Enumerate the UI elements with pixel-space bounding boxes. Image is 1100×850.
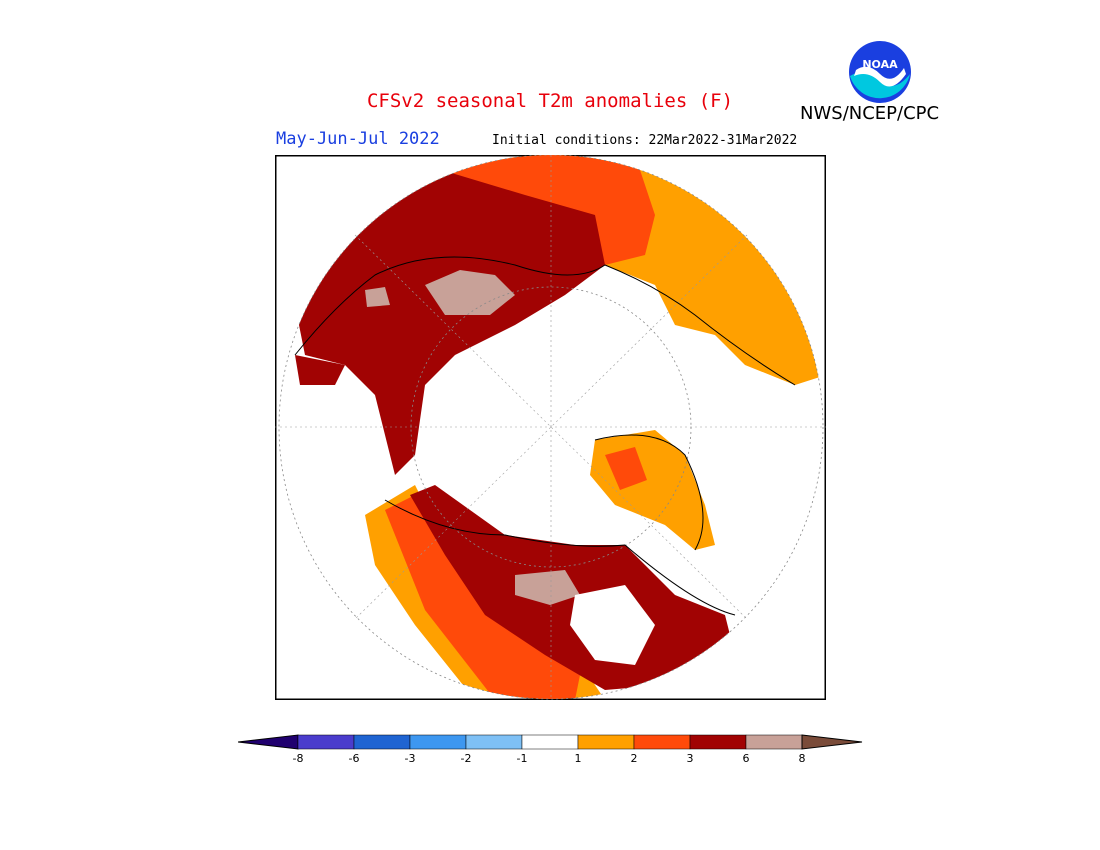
map-title: CFSv2 seasonal T2m anomalies (F) (366, 90, 734, 112)
anomaly-region-greenland-red (605, 447, 647, 490)
anomaly-region-hudson-white (570, 585, 655, 665)
initial-conditions-label: Initial conditions: 22Mar2022-31Mar2022 (492, 133, 798, 148)
colorbar-tick-label: 1 (574, 752, 582, 765)
colorbar-tick-label: -8 (292, 752, 304, 765)
colorbar-cell (465, 734, 523, 750)
agency-label: NWS/NCEP/CPC (800, 103, 940, 124)
anomaly-region-canada-brown (515, 570, 580, 605)
coastline (594, 434, 704, 551)
colorbar-tick-label: 8 (798, 752, 806, 765)
logo-text: NOAA (862, 58, 898, 71)
colorbar-tick-label: -2 (460, 752, 472, 765)
colorbar-tick-label: 3 (686, 752, 694, 765)
anomaly-region-siberia-darkred (295, 165, 605, 475)
colorbar-tick-label: -1 (516, 752, 528, 765)
anomaly-map (275, 155, 826, 700)
anomaly-region-europe-darkred (295, 355, 345, 385)
colorbar-tick-label: -3 (404, 752, 416, 765)
colorbar-cell (745, 734, 803, 750)
coastline (294, 256, 796, 386)
colorbar-tick-label: 2 (630, 752, 638, 765)
colorbar-arrow-right (801, 734, 863, 750)
anomaly-region-siberia-brown (425, 270, 515, 315)
globe-boundary (278, 155, 824, 700)
colorbar-cell (297, 734, 355, 750)
colorbar (238, 734, 863, 750)
colorbar-cell (521, 734, 579, 750)
season-label: May-Jun-Jul 2022 (276, 129, 440, 149)
coastline (384, 499, 736, 616)
colorbar-cell (353, 734, 411, 750)
meridian-line (354, 234, 748, 620)
colorbar-cell (689, 734, 747, 750)
colorbar-cell (409, 734, 467, 750)
colorbar-cell (633, 734, 691, 750)
colorbar-cell (577, 734, 635, 750)
anomaly-region-siberia-brown-small (365, 287, 390, 307)
meridian-line (354, 234, 748, 620)
noaa-logo: NOAA (849, 41, 911, 103)
colorbar-tick-label: 6 (742, 752, 750, 765)
colorbar-arrow-left (238, 734, 299, 750)
colorbar-tick-label: -6 (348, 752, 360, 765)
